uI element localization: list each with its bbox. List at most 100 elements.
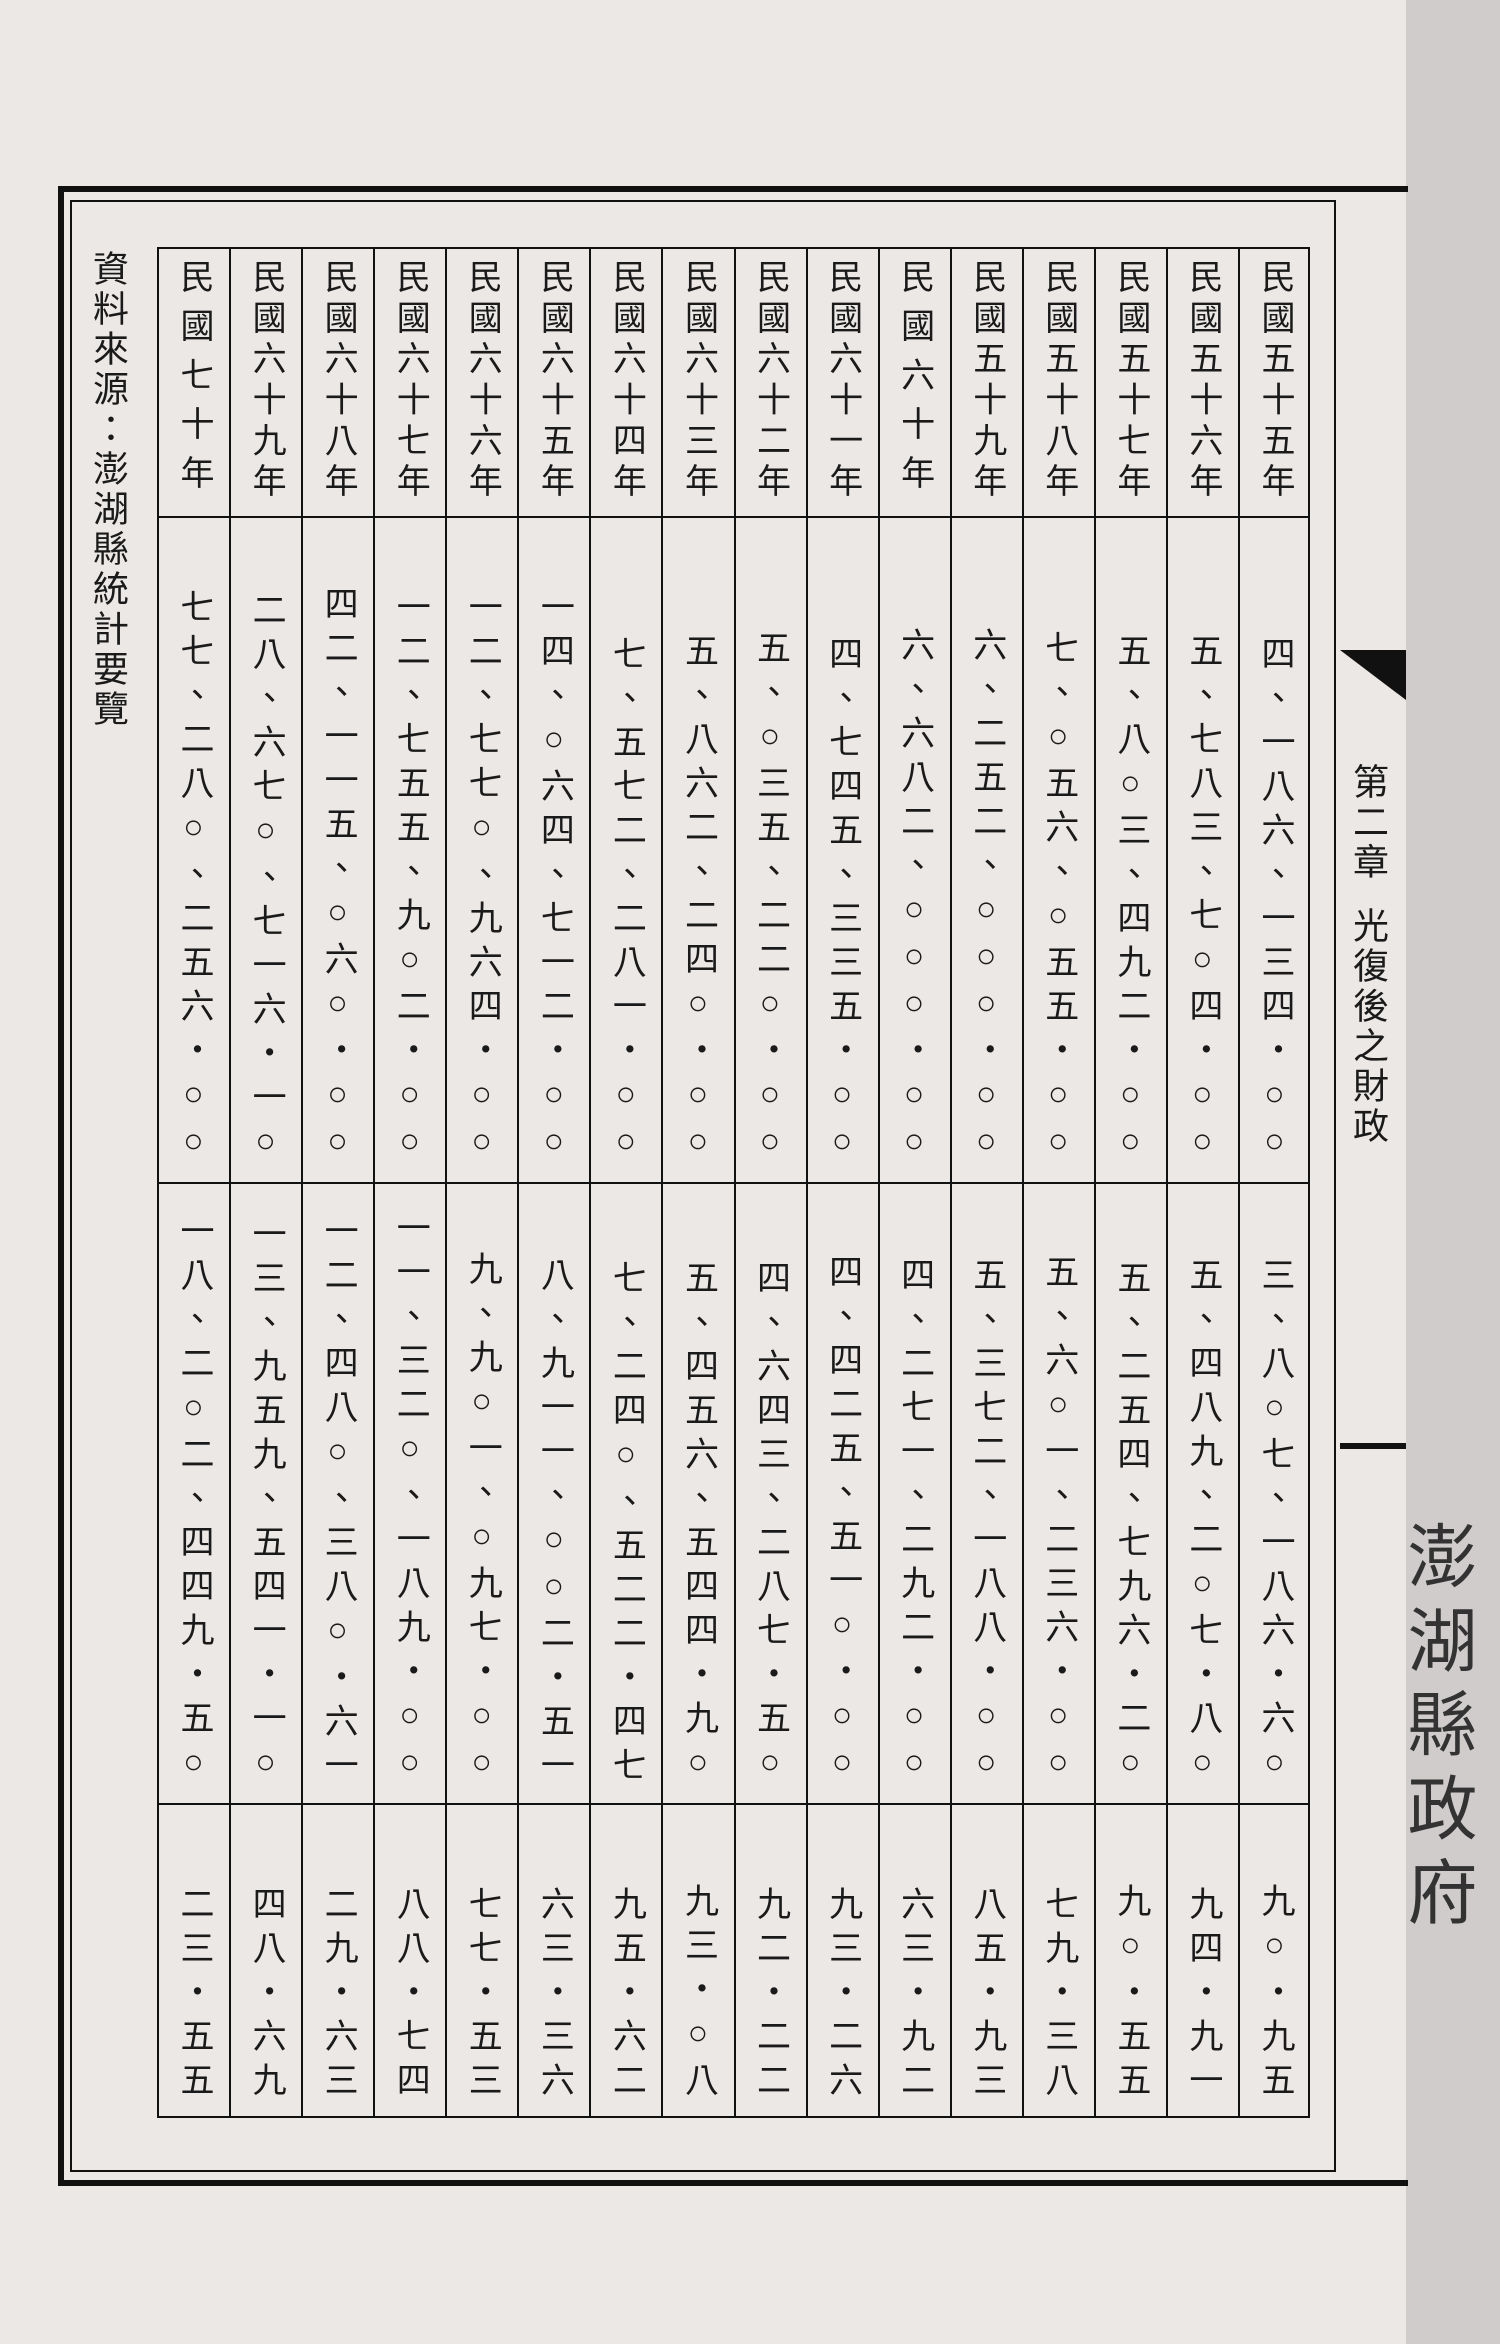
year: 民國五十五年 — [1255, 259, 1293, 504]
value-cell: 一一、三二○、一八九・○○ — [373, 1194, 445, 1791]
value-cell: 五、○三五、二二○・○○ — [734, 528, 806, 1170]
value: 四、二七一、二九二・○○ — [895, 1257, 933, 1791]
value: 一二、七五五、九○二・○○ — [391, 589, 429, 1170]
value-cell: 五、三七二、一八八・○○ — [950, 1194, 1022, 1791]
value: 五、三七二、一八八・○○ — [967, 1257, 1005, 1791]
year-cell: 民國五十七年 — [1094, 259, 1166, 504]
value-cell: 四、二七一、二九二・○○ — [878, 1194, 950, 1791]
value-cell: 一八、二○二、四四九・五○ — [157, 1194, 229, 1791]
value-cell: 一二、七五五、九○二・○○ — [373, 528, 445, 1170]
value: 一二、四八○、三八○・六一 — [319, 1213, 357, 1791]
value-cell: 一四、○六四、七一二・○○ — [517, 528, 589, 1170]
value: 四、一八六、一三四・○○ — [1255, 636, 1293, 1170]
row-line — [157, 1803, 1310, 1805]
value-cell: 九三・○八 — [661, 1815, 733, 2106]
value-cell: 七九・三八 — [1022, 1815, 1094, 2106]
source-note: 資料來源：澎湖縣統計要覽 — [88, 250, 128, 730]
year-cell: 民國六十五年 — [517, 259, 589, 504]
year-cell: 民國五十五年 — [1238, 259, 1310, 504]
value: 九三・○八 — [679, 1883, 717, 2106]
value-cell: 九○・九五 — [1238, 1815, 1310, 2106]
year: 民國五十六年 — [1183, 259, 1221, 504]
value: 五、四五六、五四四・九○ — [679, 1260, 717, 1791]
chapter-header: 第二章光復後之財政 — [1348, 763, 1388, 1147]
page-edge — [1406, 0, 1500, 2344]
value-cell: 四、七四五、三三五・○○ — [806, 528, 878, 1170]
year: 民國六十五年 — [535, 259, 573, 504]
value: 六、六八二、○○○・○○ — [895, 627, 933, 1170]
year-cell: 民國六十三年 — [661, 259, 733, 504]
value-cell: 一二、四八○、三八○・六一 — [301, 1194, 373, 1791]
value-cell: 九、九○一、○九七・○○ — [445, 1194, 517, 1791]
year-cell: 民國五十九年 — [950, 259, 1022, 504]
year-cell: 民國七十年 — [157, 259, 229, 504]
value-cell: 四、一八六、一三四・○○ — [1238, 528, 1310, 1170]
value: 一二、七七○、九六四・○○ — [463, 589, 501, 1170]
value-cell: 四、六四三、二八七・五○ — [734, 1194, 806, 1791]
value-cell: 八、九一一、○○二・五一 — [517, 1194, 589, 1791]
year-cell: 民國六十四年 — [589, 259, 661, 504]
value-cell: 七七、二八○、二五六・○○ — [157, 528, 229, 1170]
year-cell: 民國六十六年 — [445, 259, 517, 504]
value: 五、二五四、七九六・二○ — [1111, 1260, 1149, 1791]
value: 七、二四○、五二二・四七 — [607, 1260, 645, 1791]
value: 二九・六三 — [319, 1886, 357, 2106]
value: 一一、三二○、一八九・○○ — [391, 1210, 429, 1791]
year: 民國六十二年 — [751, 259, 789, 504]
chapter-title: 光復後之財政 — [1348, 907, 1388, 1147]
year-cell: 民國五十八年 — [1022, 259, 1094, 504]
value: 八五・九三 — [967, 1886, 1005, 2106]
value-cell: 六三・九二 — [878, 1815, 950, 2106]
value: 九四・九一 — [1183, 1886, 1221, 2106]
frame-inner — [70, 200, 1336, 2172]
value-cell: 六、二五二、○○○・○○ — [950, 528, 1022, 1170]
value: 四、四二五、五一○・○○ — [823, 1254, 861, 1791]
header-rule — [1340, 1443, 1406, 1449]
value-cell: 四八・六九 — [229, 1815, 301, 2106]
value-cell: 七、二四○、五二二・四七 — [589, 1194, 661, 1791]
year: 民國六十七年 — [391, 259, 429, 504]
value: 九、九○一、○九七・○○ — [463, 1251, 501, 1791]
value: 一四、○六四、七一二・○○ — [535, 589, 573, 1170]
value-cell: 七、○五六、○五五・○○ — [1022, 528, 1094, 1170]
year: 民國六十九年 — [247, 259, 285, 504]
frame-outer — [58, 186, 1408, 2186]
value-cell: 九四・九一 — [1166, 1815, 1238, 2106]
row-line — [157, 1182, 1310, 1184]
year-cell: 民國六十八年 — [301, 259, 373, 504]
value: 六、二五二、○○○・○○ — [967, 627, 1005, 1170]
value-cell: 七、五七二、二八一・○○ — [589, 528, 661, 1170]
value-cell: 八五・九三 — [950, 1815, 1022, 2106]
value: 九三・二六 — [823, 1886, 861, 2106]
value-cell: 五、七八三、七○四・○○ — [1166, 528, 1238, 1170]
year: 民國六十四年 — [607, 259, 645, 504]
value: 九○・五五 — [1111, 1883, 1149, 2106]
value: 七、○五六、○五五・○○ — [1039, 630, 1077, 1170]
year-cell: 民國五十六年 — [1166, 259, 1238, 504]
value-cell: 一三、九五九、五四一・一○ — [229, 1194, 301, 1791]
value: 七九・三八 — [1039, 1886, 1077, 2106]
value-cell: 五、八○三、四九二・○○ — [1094, 528, 1166, 1170]
value-cell: 三、八○七、一八六・六○ — [1238, 1194, 1310, 1791]
value-cell: 九五・六二 — [589, 1815, 661, 2106]
value: 八八・七四 — [391, 1886, 429, 2106]
year: 民國五十七年 — [1111, 259, 1149, 504]
value: 五、六○一、二三六・○○ — [1039, 1254, 1077, 1791]
value: 四、七四五、三三五・○○ — [823, 636, 861, 1170]
value-cell: 五、四五六、五四四・九○ — [661, 1194, 733, 1791]
value-cell: 四、四二五、五一○・○○ — [806, 1194, 878, 1791]
year: 民國七十年 — [175, 259, 213, 504]
year: 民國六十一年 — [823, 259, 861, 504]
year-cell: 民國六十一年 — [806, 259, 878, 504]
value: 五、四八九、二○七・八○ — [1183, 1257, 1221, 1791]
value-cell: 六、六八二、○○○・○○ — [878, 528, 950, 1170]
value: 一三、九五九、五四一・一○ — [247, 1216, 285, 1791]
value: 八、九一一、○○二・五一 — [535, 1257, 573, 1791]
value-cell: 八八・七四 — [373, 1815, 445, 2106]
value: 五、八○三、四九二・○○ — [1111, 633, 1149, 1170]
value-cell: 五、六○一、二三六・○○ — [1022, 1194, 1094, 1791]
value: 九○・九五 — [1255, 1883, 1293, 2106]
year: 民國六十三年 — [679, 259, 717, 504]
value: 七七・五三 — [463, 1886, 501, 2106]
value-cell: 九○・五五 — [1094, 1815, 1166, 2106]
